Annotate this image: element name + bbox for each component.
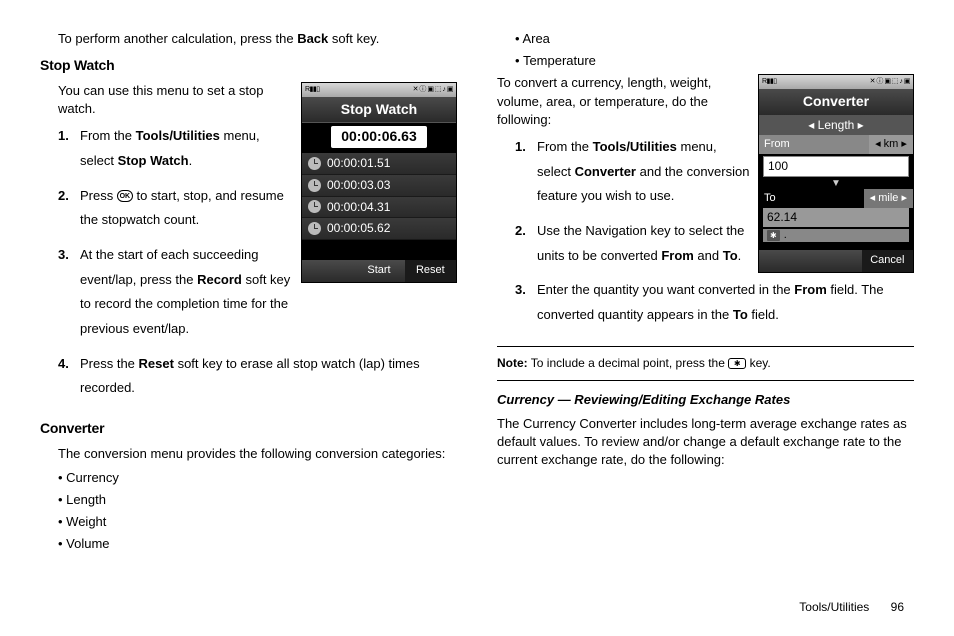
lap-row: 00:00:03.03 <box>302 175 456 197</box>
reset-softkey[interactable]: Reset <box>405 260 456 281</box>
from-unit[interactable]: ◂ km ▸ <box>869 135 913 154</box>
stopwatch-heading: Stop Watch <box>40 56 457 76</box>
converter-type: ◂ Length ▸ <box>759 116 913 135</box>
step-4: Press the Reset soft key to erase all st… <box>80 352 457 401</box>
note: Note: To include a decimal point, press … <box>497 355 914 372</box>
down-arrow-icon: ▼ <box>759 179 913 189</box>
back-key: Back <box>297 31 328 46</box>
cancel-softkey[interactable]: Cancel <box>862 250 913 271</box>
left-column: To perform another calculation, press th… <box>40 30 457 558</box>
screen-title: Converter <box>759 89 913 116</box>
star-key-icon: ✱ <box>767 230 780 241</box>
cat-temperature: Temperature <box>515 52 914 70</box>
page-number: 96 <box>891 600 904 614</box>
status-bar: R▮▮▯ ✕ ⓘ ▣ ⬚ ♪ ▣ <box>759 75 913 89</box>
softkey-bar: Cancel <box>759 250 913 271</box>
screen-title: Stop Watch <box>302 97 456 124</box>
cat-length: Length <box>58 491 457 509</box>
currency-paragraph: The Currency Converter includes long-ter… <box>497 415 914 470</box>
currency-heading: Currency — Reviewing/Editing Exchange Ra… <box>497 391 914 409</box>
divider <box>497 346 914 347</box>
cstep-1: From the Tools/Utilities menu, select Co… <box>537 135 750 209</box>
text: To perform another calculation, press th… <box>58 31 297 46</box>
lap-row: 00:00:01.51 <box>302 153 456 175</box>
star-key-icon: ✱ <box>728 358 746 369</box>
to-value: 62.14 <box>763 208 909 227</box>
signal-icon: R▮▮▯ <box>762 77 777 87</box>
from-row[interactable]: From ◂ km ▸ <box>759 135 913 154</box>
converter-screenshot: R▮▮▯ ✕ ⓘ ▣ ⬚ ♪ ▣ Converter ◂ Length ▸ Fr… <box>758 74 914 272</box>
status-icons: ✕ ⓘ ▣ ⬚ ♪ ▣ <box>870 77 910 87</box>
lap-row: 00:00:05.62 <box>302 218 456 240</box>
cstep-3: Enter the quantity you want converted in… <box>537 278 914 327</box>
lap-time: 00:00:04.31 <box>327 199 390 216</box>
ok-icon: OK <box>117 190 133 202</box>
step-2: Press OK to start, stop, and resume the … <box>80 184 293 233</box>
lap-time: 00:00:05.62 <box>327 220 390 237</box>
cat-volume: Volume <box>58 535 457 553</box>
converter-heading: Converter <box>40 419 457 439</box>
divider <box>497 380 914 381</box>
converter-intro: The conversion menu provides the followi… <box>58 445 457 463</box>
step-1: From the Tools/Utilities menu, select St… <box>80 124 293 173</box>
cat-currency: Currency <box>58 469 457 487</box>
main-timer: 00:00:06.63 <box>302 123 456 153</box>
stopwatch-screenshot: R▮▮▯ ✕ ⓘ ▣ ⬚ ♪ ▣ Stop Watch 00:00:06.63 … <box>301 82 457 283</box>
category-list-left: Currency Length Weight Volume <box>58 469 457 554</box>
start-softkey[interactable]: Start <box>353 260 404 281</box>
right-column: Area Temperature R▮▮▯ ✕ ⓘ ▣ ⬚ ♪ ▣ Conver… <box>497 30 914 558</box>
from-label: From <box>759 135 869 154</box>
footer-section: Tools/Utilities <box>799 600 869 614</box>
decimal-row: ✱. <box>763 229 909 242</box>
cstep-2: Use the Navigation key to select the uni… <box>537 219 750 268</box>
intro-line: To perform another calculation, press th… <box>58 30 457 48</box>
clock-icon <box>308 200 321 213</box>
clock-icon <box>308 157 321 170</box>
from-value[interactable]: 100 <box>763 156 909 177</box>
to-label: To <box>759 189 864 208</box>
cat-weight: Weight <box>58 513 457 531</box>
clock-icon <box>308 222 321 235</box>
category-list-right: Area Temperature <box>515 30 914 70</box>
step-3: At the start of each succeeding event/la… <box>80 243 293 342</box>
page-footer: Tools/Utilities 96 <box>799 600 904 614</box>
text: soft key. <box>328 31 379 46</box>
status-icons: ✕ ⓘ ▣ ⬚ ♪ ▣ <box>413 85 453 95</box>
signal-icon: R▮▮▯ <box>305 85 320 95</box>
lap-time: 00:00:01.51 <box>327 155 390 172</box>
to-unit[interactable]: ◂ mile ▸ <box>864 189 913 208</box>
lap-time: 00:00:03.03 <box>327 177 390 194</box>
clock-icon <box>308 179 321 192</box>
softkey-bar: Start Reset <box>302 260 456 281</box>
timer-value: 00:00:06.63 <box>331 126 427 148</box>
lap-row: 00:00:04.31 <box>302 197 456 219</box>
status-bar: R▮▮▯ ✕ ⓘ ▣ ⬚ ♪ ▣ <box>302 83 456 97</box>
to-row[interactable]: To ◂ mile ▸ <box>759 189 913 208</box>
cat-area: Area <box>515 30 914 48</box>
